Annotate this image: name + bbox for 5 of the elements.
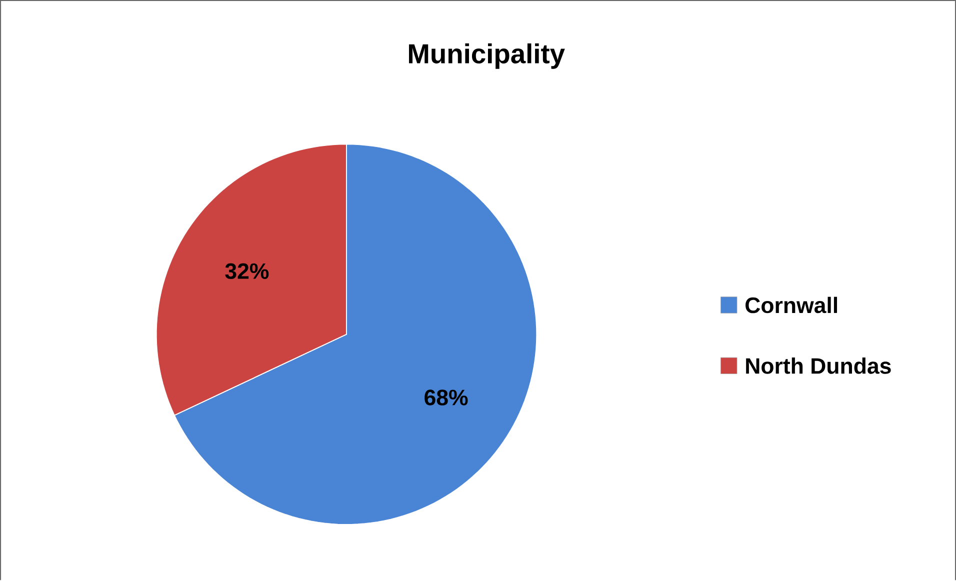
data-label: 32%	[225, 263, 269, 280]
legend-label: Cornwall	[746, 296, 838, 314]
chart-title: Municipality	[409, 44, 565, 70]
data-label: 68%	[424, 390, 468, 406]
legend-label: North Dundas	[746, 358, 891, 374]
